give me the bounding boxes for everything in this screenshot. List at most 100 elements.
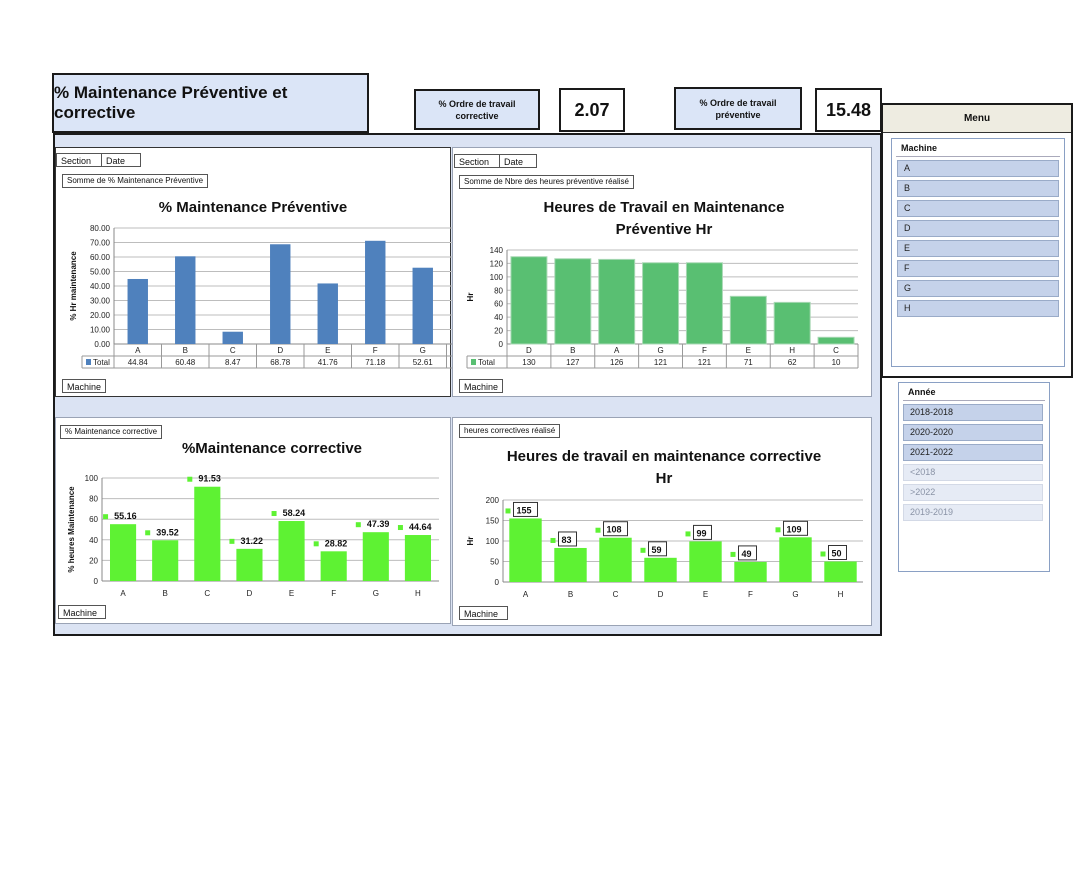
table-value: 121 [698, 358, 712, 367]
data-label-marker [187, 476, 193, 482]
bar-c [222, 331, 243, 344]
bar-b [175, 256, 196, 344]
x-tick-label: B [183, 346, 188, 355]
machine-slicer-item-d[interactable]: D [897, 220, 1059, 237]
data-label: 99 [697, 528, 707, 538]
annee-slicer-item[interactable]: 2018-2018 [903, 404, 1043, 421]
data-label-marker [103, 514, 109, 520]
annee-slicer-item[interactable]: >2022 [903, 484, 1043, 501]
date-filter-button[interactable]: Date [101, 153, 141, 167]
data-label-marker [355, 522, 361, 528]
y-tick-label: 30.00 [90, 297, 111, 306]
y-tick-label: 0 [94, 577, 99, 586]
data-label-marker [229, 538, 235, 544]
bar-c [599, 537, 632, 582]
bar-g [362, 532, 389, 581]
x-tick-label: E [703, 590, 708, 599]
annee-slicer: Année 2018-2018 2020-2020 2021-2022 <2018 >2… [898, 382, 1050, 572]
data-label-marker [775, 527, 781, 533]
x-tick-label: H [789, 346, 795, 355]
machine-slicer-item-g[interactable]: G [897, 280, 1059, 297]
x-tick-label: C [613, 590, 619, 599]
bar-e [317, 283, 338, 344]
data-label-marker [685, 531, 691, 537]
machine-filter-button[interactable]: Machine [62, 379, 106, 393]
y-tick-label: 0.00 [94, 340, 110, 349]
bar-a [509, 518, 542, 582]
bar-g [412, 267, 433, 344]
data-label: 50 [832, 549, 842, 559]
legend-marker [471, 359, 476, 365]
y-tick-label: 150 [486, 517, 500, 526]
data-label-box [738, 545, 757, 561]
field-label[interactable]: heures correctives réalisé [459, 424, 561, 438]
y-tick-label: 20 [494, 327, 503, 336]
y-tick-label: 80 [494, 286, 503, 295]
table-value: 62 [788, 358, 797, 367]
annee-slicer-item[interactable]: <2018 [903, 464, 1043, 481]
section-filter-button[interactable]: Section [454, 154, 500, 168]
table-value: 127 [566, 358, 580, 367]
x-tick-label: E [325, 346, 330, 355]
data-label: 55.16 [114, 511, 137, 521]
machine-slicer-item-e[interactable]: E [897, 240, 1059, 257]
y-tick-label: 40 [494, 313, 503, 322]
x-tick-label: A [523, 590, 529, 599]
y-tick-label: 100 [486, 537, 500, 546]
x-tick-label: G [792, 590, 798, 599]
y-tick-label: 40.00 [90, 282, 111, 291]
y-tick-label: 20.00 [90, 311, 111, 320]
data-label-marker [550, 537, 556, 543]
x-tick-label: B [570, 346, 575, 355]
x-tick-label: A [120, 589, 126, 598]
y-axis-label: Hr [466, 293, 475, 302]
y-axis-label: % heures Maintenance [67, 486, 76, 573]
machine-slicer-item-b[interactable]: B [897, 180, 1059, 197]
annee-slicer-item[interactable]: 2021-2022 [903, 444, 1043, 461]
data-label-box [603, 521, 628, 537]
y-tick-label: 70.00 [90, 239, 111, 248]
bar-a [598, 258, 636, 345]
bar-h [824, 561, 857, 582]
y-tick-label: 50.00 [90, 268, 111, 277]
x-tick-label: C [204, 589, 210, 598]
machine-filter-button[interactable]: Machine [58, 605, 106, 619]
bar-g [642, 262, 680, 345]
y-axis-label: % Hr maintenance [69, 251, 78, 321]
table-value: 52.61 [413, 358, 434, 367]
kpi-preventive-label: % Ordre de travail préventive [674, 87, 802, 130]
table-value: 44.84 [128, 358, 149, 367]
machine-filter-button[interactable]: Machine [459, 379, 503, 393]
data-label: 59 [652, 545, 662, 555]
machine-slicer-item-c[interactable]: C [897, 200, 1059, 217]
x-tick-label: E [746, 346, 751, 355]
bar-f [365, 240, 386, 344]
data-label-box [783, 520, 808, 536]
bar-h [404, 535, 431, 581]
legend-label: Total [478, 358, 495, 367]
annee-slicer-item[interactable]: 2020-2020 [903, 424, 1043, 441]
data-label: 44.64 [409, 522, 432, 532]
date-filter-button[interactable]: Date [499, 154, 537, 168]
field-label[interactable]: Somme de % Maintenance Préventive [62, 174, 209, 188]
annee-slicer-item[interactable]: 2019-2019 [903, 504, 1043, 521]
y-tick-label: 60 [89, 515, 98, 524]
data-label-box [648, 541, 667, 557]
machine-filter-button[interactable]: Machine [459, 606, 508, 620]
field-label[interactable]: Somme de Nbre des heures préventive réal… [459, 175, 634, 189]
x-tick-label: G [657, 346, 663, 355]
chart-preventive-pct: % Maintenance Préventive 0.00 10.00 20.00 30… [69, 199, 452, 369]
bar-b [554, 258, 592, 345]
data-label-marker [271, 511, 277, 517]
field-label[interactable]: % Maintenance corrective [60, 425, 163, 439]
x-tick-label: B [568, 590, 573, 599]
y-tick-label: 60 [494, 300, 503, 309]
annee-slicer-title: Année [903, 383, 1045, 401]
machine-slicer-item-a[interactable]: A [897, 160, 1059, 177]
data-label: 47.39 [367, 519, 390, 529]
machine-slicer-item-h[interactable]: H [897, 300, 1059, 317]
data-label-box [558, 531, 577, 547]
machine-slicer-item-f[interactable]: F [897, 260, 1059, 277]
